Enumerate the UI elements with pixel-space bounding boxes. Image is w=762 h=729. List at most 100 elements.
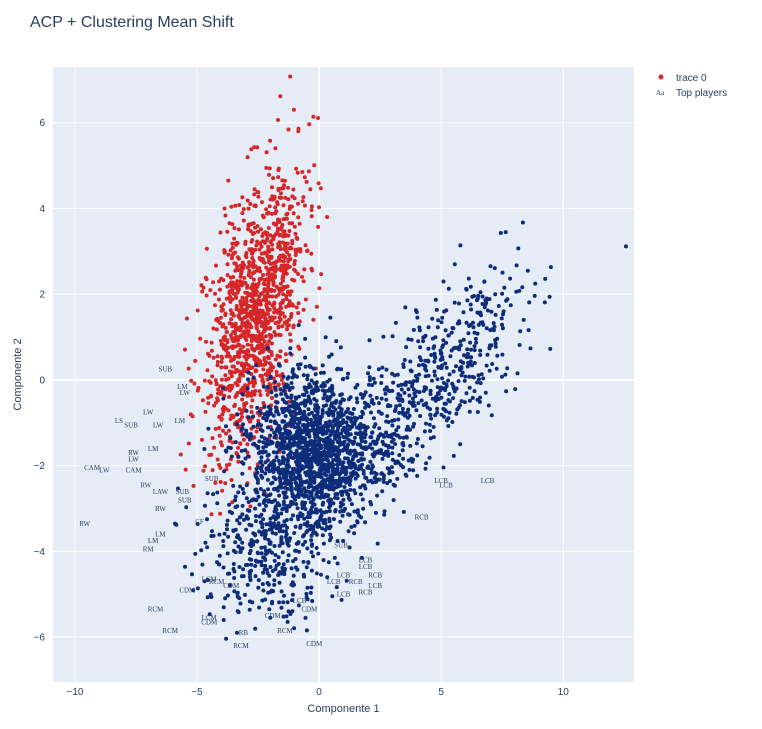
data-point — [380, 439, 385, 444]
data-point — [267, 339, 272, 344]
data-point — [489, 413, 494, 418]
data-point — [406, 458, 411, 463]
data-point — [236, 418, 241, 423]
data-point — [290, 238, 295, 243]
data-point — [297, 465, 302, 470]
data-point — [311, 496, 315, 501]
data-point — [271, 283, 276, 287]
data-point — [419, 358, 423, 363]
data-point — [293, 557, 298, 561]
data-point — [295, 362, 300, 367]
data-point — [269, 427, 274, 432]
data-point — [372, 424, 377, 429]
data-point — [321, 396, 326, 401]
data-point — [289, 393, 294, 398]
data-point — [475, 380, 480, 385]
data-point — [240, 369, 245, 374]
data-point — [454, 364, 458, 369]
data-point — [411, 468, 416, 473]
data-point — [452, 300, 457, 305]
data-point — [221, 605, 226, 610]
data-point — [319, 272, 324, 277]
data-point — [394, 404, 399, 409]
data-point — [423, 333, 428, 338]
data-point — [290, 598, 294, 603]
data-point — [178, 452, 183, 457]
data-point — [472, 389, 477, 394]
data-point — [265, 211, 270, 216]
data-point — [245, 311, 250, 316]
data-point — [464, 320, 469, 325]
data-point — [323, 438, 328, 442]
data-point — [461, 337, 466, 342]
data-point — [475, 310, 480, 315]
data-point — [338, 345, 343, 350]
data-point — [434, 394, 439, 399]
data-point — [276, 465, 281, 470]
data-point — [268, 240, 273, 244]
data-point — [453, 345, 458, 350]
data-point — [503, 372, 508, 377]
data-point — [186, 441, 191, 446]
data-point — [311, 114, 316, 119]
data-point — [257, 389, 262, 394]
data-point — [338, 400, 343, 404]
data-point — [262, 356, 267, 361]
data-point — [430, 316, 435, 321]
data-point — [488, 328, 493, 333]
data-point — [388, 479, 392, 483]
data-point — [210, 436, 215, 441]
data-point — [270, 465, 275, 470]
data-point — [410, 396, 415, 401]
data-point — [375, 493, 380, 498]
data-point — [401, 465, 406, 470]
data-point — [249, 147, 254, 152]
data-point — [343, 479, 348, 484]
data-point — [236, 459, 241, 464]
data-point — [279, 511, 284, 516]
data-point — [342, 439, 347, 444]
data-point — [233, 440, 238, 445]
data-point — [252, 392, 257, 397]
player-label: LCB — [368, 582, 382, 590]
data-point — [262, 260, 267, 265]
data-point — [308, 417, 313, 422]
data-point — [388, 403, 393, 408]
data-point — [340, 428, 345, 433]
data-point — [278, 281, 283, 286]
data-point — [205, 545, 210, 550]
data-point — [338, 460, 343, 465]
player-label: RW — [140, 481, 151, 489]
data-point — [425, 405, 430, 410]
data-point — [309, 533, 314, 538]
data-point — [326, 484, 331, 488]
data-point — [331, 419, 336, 424]
legend-label-trace-0[interactable]: trace 0 — [676, 73, 707, 84]
data-point — [403, 411, 408, 416]
data-point — [303, 507, 308, 512]
legend[interactable]: trace 0 Aa Top players — [656, 73, 727, 99]
legend-label-top-players[interactable]: Top players — [676, 88, 727, 99]
data-point — [269, 363, 274, 368]
data-point — [281, 450, 286, 455]
data-point — [224, 296, 229, 301]
data-point — [452, 389, 457, 394]
data-point — [291, 211, 296, 216]
data-point — [275, 440, 280, 445]
data-point — [243, 336, 248, 341]
data-point — [394, 433, 399, 438]
data-point — [218, 440, 223, 445]
data-point — [280, 406, 285, 411]
data-point — [283, 523, 288, 528]
data-point — [280, 419, 285, 423]
data-point — [320, 502, 325, 507]
data-point — [281, 506, 285, 511]
data-point — [521, 317, 526, 322]
data-point — [258, 227, 263, 232]
data-point — [233, 203, 238, 208]
data-point — [217, 287, 222, 292]
data-point — [264, 265, 269, 270]
data-point — [542, 300, 547, 305]
data-point — [493, 292, 498, 297]
